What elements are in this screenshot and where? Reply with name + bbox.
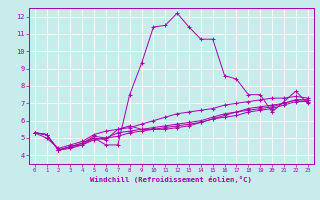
X-axis label: Windchill (Refroidissement éolien,°C): Windchill (Refroidissement éolien,°C) bbox=[90, 176, 252, 183]
